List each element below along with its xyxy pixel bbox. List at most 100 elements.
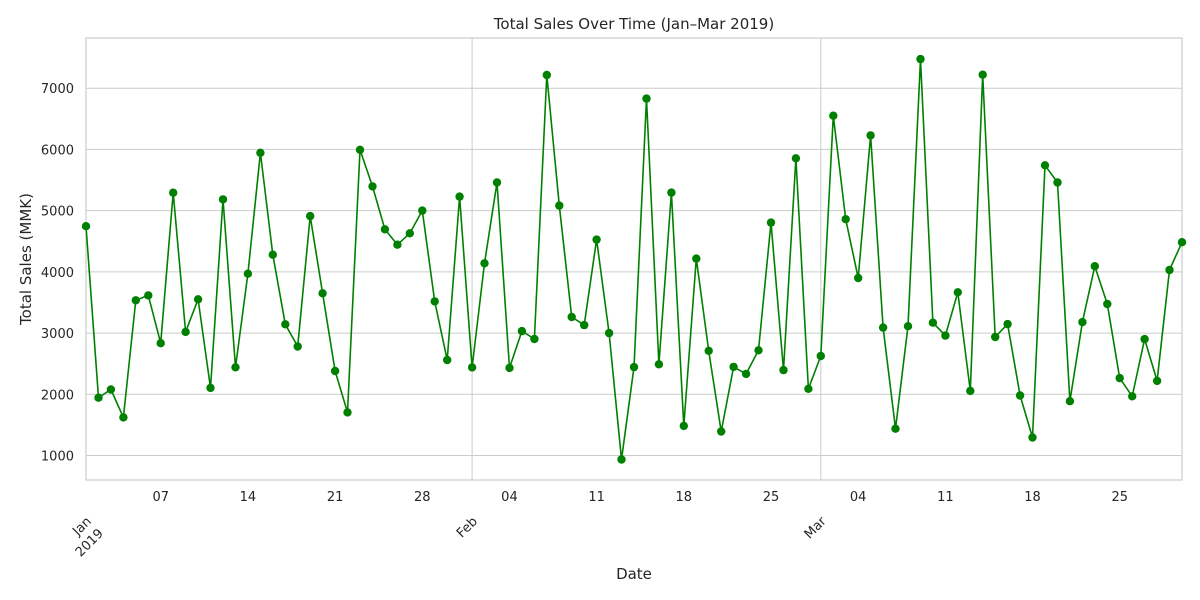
data-point	[443, 355, 452, 365]
y-axis-label: Total Sales (MMK)	[17, 193, 35, 326]
data-point	[1165, 265, 1174, 275]
data-point	[642, 94, 651, 103]
y-axis-ticks: 1000 2000 3000 4000 5000 6000 7000	[41, 82, 74, 464]
data-point	[804, 384, 813, 393]
data-point	[467, 363, 477, 372]
data-point	[156, 339, 165, 348]
data-point	[978, 70, 987, 79]
x-tick-label: 21	[327, 490, 344, 505]
x-tick-label: 28	[414, 490, 431, 505]
data-point	[355, 145, 365, 154]
data-point	[1078, 317, 1087, 327]
data-point	[405, 229, 414, 238]
y-tick-label: 1000	[41, 450, 74, 465]
y-tick-label: 2000	[41, 388, 74, 403]
x-tick-label: 11	[588, 490, 605, 505]
data-point	[306, 211, 315, 221]
data-point	[517, 326, 527, 336]
data-point	[492, 178, 502, 187]
sales-series	[81, 54, 1187, 464]
x-tick-label: 14	[240, 490, 257, 505]
data-point	[1028, 433, 1037, 442]
data-point	[1003, 319, 1012, 329]
data-point	[991, 332, 1000, 342]
plot-area	[86, 38, 1182, 480]
data-point	[717, 427, 726, 436]
data-point	[181, 327, 190, 337]
data-point	[480, 259, 489, 268]
data-point	[1128, 392, 1137, 401]
plot-frame	[85, 37, 1183, 481]
data-point	[704, 346, 713, 355]
data-point	[206, 383, 215, 393]
data-point	[679, 421, 688, 431]
data-point	[754, 346, 763, 355]
data-point	[131, 296, 140, 305]
data-point	[94, 393, 103, 402]
data-point	[567, 312, 576, 322]
data-point	[580, 320, 589, 330]
data-point	[692, 254, 701, 263]
data-point	[1065, 397, 1075, 406]
x-tick-label: 18	[1024, 490, 1041, 505]
data-point	[816, 351, 825, 361]
data-point	[293, 342, 302, 351]
x-tick-label: 04	[850, 490, 867, 505]
data-point	[542, 70, 551, 80]
data-point	[393, 240, 402, 249]
data-point	[903, 322, 913, 331]
data-point	[866, 131, 875, 140]
data-point	[741, 369, 751, 379]
data-point	[343, 408, 352, 417]
data-point	[604, 328, 614, 338]
data-point	[243, 269, 253, 278]
data-point	[1053, 178, 1062, 187]
data-point	[1103, 299, 1112, 309]
x-tick-label: 04	[501, 490, 518, 505]
data-point	[779, 365, 788, 375]
data-point	[617, 455, 626, 464]
data-point	[144, 291, 153, 300]
data-point	[555, 201, 564, 210]
data-point	[1015, 391, 1025, 400]
data-point	[1177, 238, 1187, 247]
grid-lines	[86, 38, 1182, 480]
data-point	[81, 222, 91, 231]
data-point	[318, 289, 327, 298]
data-point	[455, 192, 464, 201]
data-point	[654, 360, 664, 369]
data-point	[256, 148, 265, 157]
data-point	[1115, 373, 1124, 383]
data-point	[841, 215, 850, 224]
data-point	[330, 366, 340, 376]
x-tick-label: 18	[676, 490, 693, 505]
data-point	[430, 297, 439, 306]
x-tick-label: 11	[937, 490, 954, 505]
data-point	[766, 218, 776, 227]
data-point	[218, 195, 228, 204]
data-point	[891, 424, 900, 433]
data-point	[418, 206, 427, 215]
data-point	[368, 182, 377, 191]
data-point	[268, 250, 277, 259]
x-axis-label: Date	[616, 565, 652, 583]
data-point	[281, 320, 290, 329]
data-point	[941, 331, 950, 340]
data-point	[505, 363, 514, 373]
data-point	[1140, 334, 1149, 344]
chart-title: Total Sales Over Time (Jan–Mar 2019)	[493, 15, 774, 33]
y-tick-label: 7000	[41, 82, 74, 97]
data-point	[530, 334, 539, 344]
y-tick-label: 3000	[41, 327, 74, 342]
x-tick-label: 25	[1111, 490, 1128, 505]
data-point	[1152, 376, 1162, 386]
y-tick-label: 4000	[41, 266, 74, 281]
data-point	[791, 154, 801, 163]
data-point	[966, 386, 975, 396]
data-point	[854, 273, 863, 283]
data-point	[193, 295, 203, 304]
x-tick-label: 07	[152, 490, 169, 505]
data-point	[729, 362, 738, 372]
data-point	[1090, 262, 1100, 271]
